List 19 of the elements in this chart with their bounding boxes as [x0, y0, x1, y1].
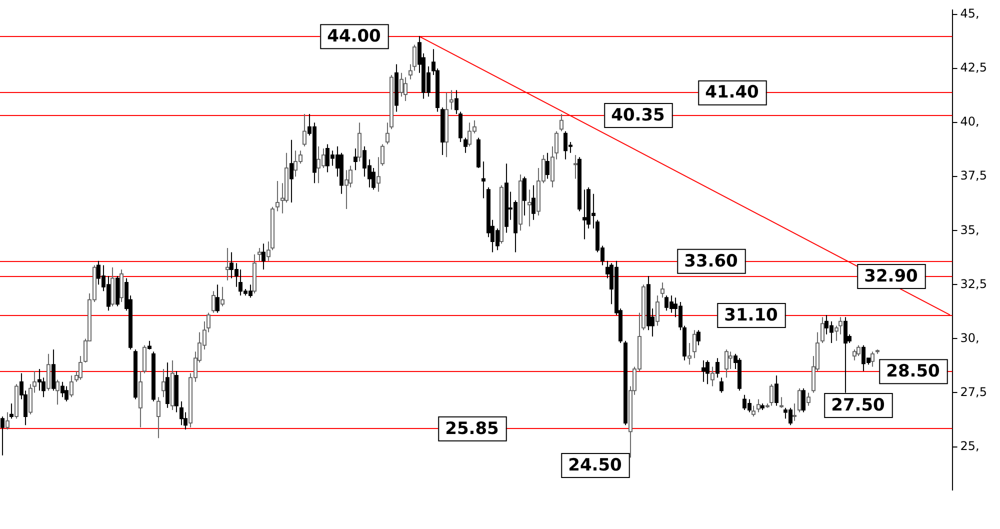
y-tick-label: 27,5 — [960, 384, 987, 399]
y-tick-label: 25, — [960, 438, 980, 453]
ref-line-label: 41.40 — [705, 82, 760, 103]
y-tick-label: 45, — [960, 6, 980, 21]
ref-line-label: 44.00 — [327, 26, 382, 47]
ref-line-label: 40.35 — [611, 105, 665, 126]
annotation: 27.50 — [831, 395, 886, 416]
ref-line-label: 31.10 — [724, 305, 778, 326]
ref-line-label: 28.50 — [886, 362, 940, 382]
ref-line-label: 32.90 — [864, 266, 918, 286]
ref-line-label: 25.85 — [445, 418, 499, 439]
y-tick-label: 37,5 — [960, 168, 987, 183]
y-tick-label: 40, — [960, 114, 980, 129]
y-tick-label: 32,5 — [960, 276, 987, 291]
annotation: 24.50 — [568, 455, 622, 476]
y-tick-label: 30, — [960, 330, 980, 345]
ref-line-label: 33.60 — [684, 251, 738, 272]
y-tick-label: 42,5 — [960, 60, 987, 75]
y-tick-label: 35, — [960, 222, 980, 237]
